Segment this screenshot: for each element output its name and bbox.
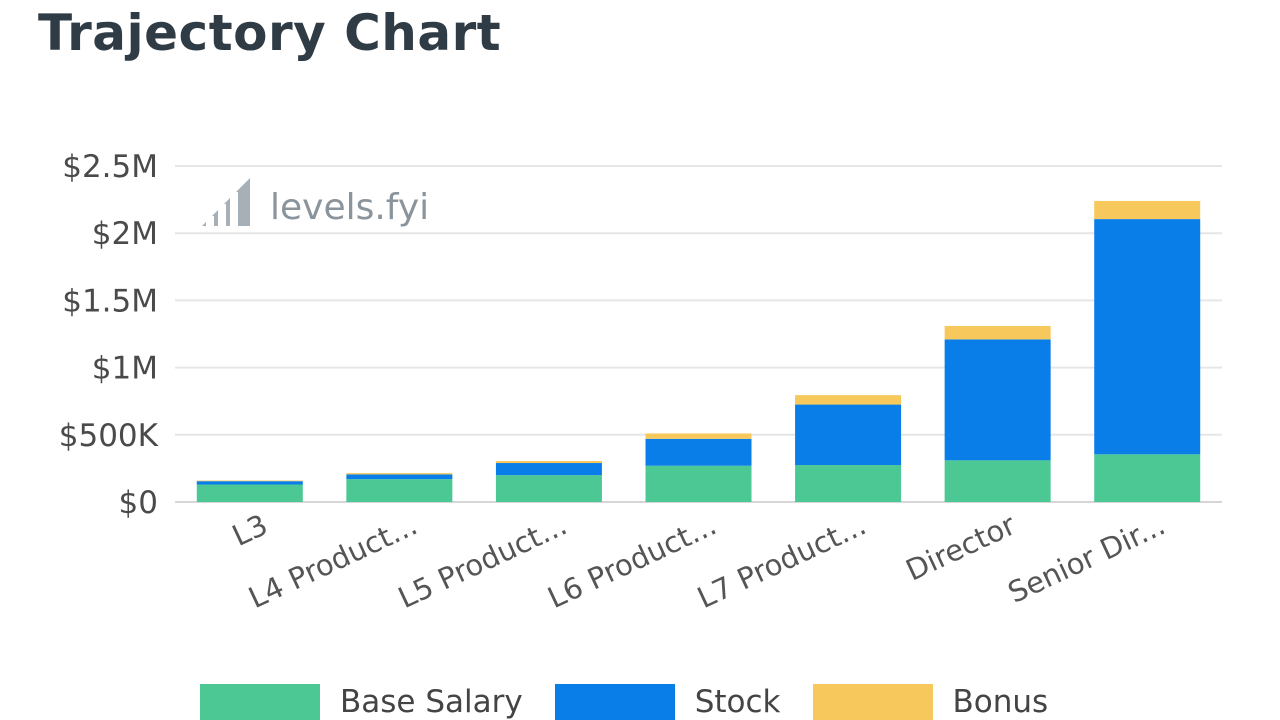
x-tick-label: Senior Dir... <box>1003 508 1170 610</box>
legend-swatch <box>200 684 320 720</box>
chart-title: Trajectory Chart <box>38 4 502 62</box>
levels-logo-icon <box>202 178 250 226</box>
bar-base-salary <box>1094 454 1201 502</box>
legend-item[interactable]: Base Salary <box>200 684 523 720</box>
bar-bonus <box>346 473 453 475</box>
legend-item[interactable]: Bonus <box>812 684 1049 720</box>
bar-bonus <box>795 395 902 405</box>
x-tick-label: L5 Product... <box>393 508 572 616</box>
bar-base-salary <box>645 465 752 502</box>
watermark: levels.fyi <box>202 178 429 228</box>
bar-bonus <box>645 433 752 439</box>
bar-stock <box>645 438 752 466</box>
watermark-text: levels.fyi <box>270 187 429 228</box>
y-tick-label: $500K <box>59 418 159 454</box>
y-axis-ticks: $0 $500K $1M $1.5M $2M $2.5M <box>59 149 159 521</box>
bar-bonus <box>196 480 303 482</box>
legend-label: Base Salary <box>340 684 523 720</box>
x-tick-label: L7 Product... <box>692 508 871 616</box>
legend-swatch <box>812 684 933 720</box>
bar-stock <box>346 474 453 480</box>
bar-bonus <box>1094 200 1201 220</box>
x-tick-label: L3 <box>227 508 273 553</box>
bar-bonus <box>944 325 1051 340</box>
bar-stock <box>795 404 902 466</box>
y-tick-label: $2.5M <box>62 149 158 185</box>
legend-label: Bonus <box>952 684 1049 720</box>
legend-item[interactable]: Stock <box>554 684 781 720</box>
bar-base-salary <box>795 465 902 502</box>
bar-base-salary <box>944 460 1051 502</box>
legend: Base Salary Stock Bonus <box>200 684 1080 720</box>
legend-label: Stock <box>694 684 781 720</box>
x-tick-label: L6 Product... <box>543 508 722 616</box>
bar-stock <box>944 339 1051 461</box>
bar-stock <box>495 463 602 476</box>
bar-base-salary <box>495 475 602 502</box>
y-tick-label: $1.5M <box>62 283 158 319</box>
y-tick-label: $2M <box>92 216 158 252</box>
bar-stock <box>1094 219 1201 455</box>
bar-base-salary <box>346 479 453 502</box>
bar-stock <box>196 481 303 485</box>
x-tick-label: L4 Product... <box>243 508 422 616</box>
bar-base-salary <box>196 484 303 502</box>
x-tick-label: Director <box>901 507 1021 587</box>
y-tick-label: $1M <box>92 351 158 387</box>
y-tick-label: $0 <box>119 485 158 521</box>
bars <box>196 200 1201 502</box>
bar-bonus <box>495 461 602 464</box>
legend-swatch <box>554 684 675 720</box>
